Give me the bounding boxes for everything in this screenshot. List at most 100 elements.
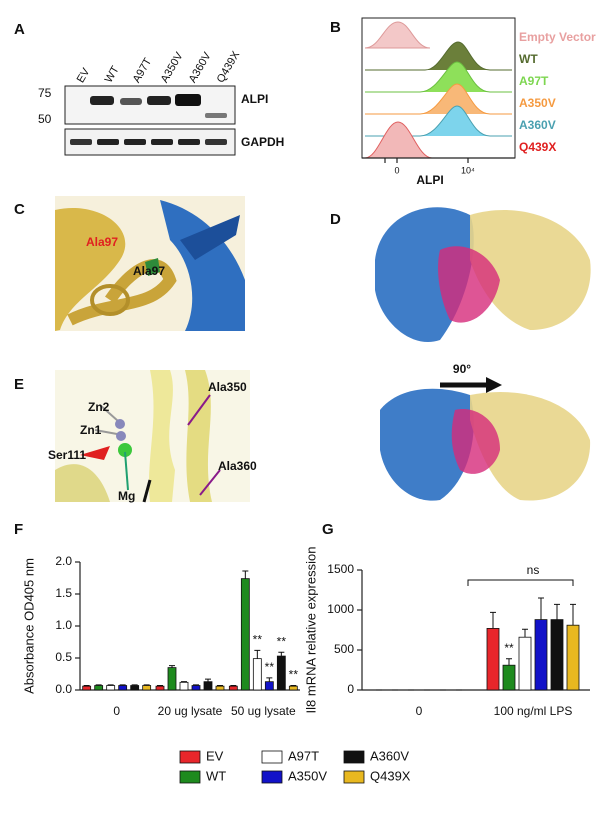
error-bar <box>169 665 175 668</box>
x-tick-label: 50 ug lysate <box>231 704 296 718</box>
panel-label: D <box>330 211 341 228</box>
residue-label: Ala97 <box>133 264 165 278</box>
site-label: Ala350 <box>208 380 247 394</box>
bar <box>179 681 189 691</box>
panel-label: C <box>14 201 25 218</box>
y-tick-label: 1500 <box>327 562 354 576</box>
y-axis-label: Il8 mRNA relative expression <box>303 547 318 714</box>
bar <box>550 619 564 691</box>
sample-label: Empty Vector <box>519 30 596 44</box>
error-bar <box>107 684 114 686</box>
bar <box>203 681 213 691</box>
lane-label: A350V <box>159 50 186 85</box>
x-tick-label: 20 ug lysate <box>158 704 223 718</box>
error-bar <box>254 649 261 659</box>
y-tick-label: 0.0 <box>55 682 72 696</box>
x-tick-label: 0 <box>416 704 423 718</box>
y-tick-label: 1.0 <box>55 618 72 632</box>
lane-label: A360V <box>187 50 214 85</box>
significance: ** <box>289 668 299 682</box>
structure-e <box>55 370 250 503</box>
error-bar <box>242 570 249 579</box>
legend-label: Q439X <box>370 768 411 783</box>
sample-label: WT <box>519 52 538 66</box>
error-bar <box>522 628 528 638</box>
bar <box>215 685 225 691</box>
error-bar <box>83 685 90 687</box>
bar <box>82 685 92 691</box>
significance: ns <box>527 563 540 577</box>
legend-label: EV <box>206 748 224 763</box>
lane-label: Q439X <box>215 49 243 85</box>
rotation-label: 90° <box>453 362 471 376</box>
error-bar <box>143 684 150 686</box>
error-bar <box>181 681 187 683</box>
structure-c <box>55 196 245 331</box>
error-bar <box>506 658 512 666</box>
significance: ** <box>277 634 287 648</box>
error-bar <box>290 685 297 687</box>
site-label: Ala360 <box>218 459 257 473</box>
bar-chart: 0 500 1000 1500 Il8 mRNA relative expression… <box>303 547 590 718</box>
structure-d <box>375 207 591 501</box>
blot-label: ALPI <box>241 92 268 106</box>
y-tick-label: 0 <box>347 682 354 696</box>
error-bar <box>95 684 102 686</box>
legend-swatch <box>343 750 365 764</box>
error-bar <box>230 685 237 687</box>
significance: ** <box>253 632 263 646</box>
western-blot <box>64 85 236 156</box>
error-bar <box>119 684 126 686</box>
bar <box>240 578 250 691</box>
site-label: Mg <box>118 489 135 503</box>
x-axis-label: ALPI <box>416 173 443 187</box>
error-bar <box>205 678 211 682</box>
bar <box>106 685 116 691</box>
panel-label: E <box>14 376 24 393</box>
bar <box>502 664 516 691</box>
error-bar <box>193 684 199 686</box>
mw-marker: 50 <box>38 112 52 126</box>
bar <box>252 658 262 691</box>
panel-label: F <box>14 521 23 538</box>
panel-label: B <box>330 19 341 36</box>
legend-swatch <box>261 750 283 764</box>
y-tick-label: 1000 <box>327 602 354 616</box>
y-tick-label: 2.0 <box>55 554 72 568</box>
x-tick-label: 10⁴ <box>461 165 475 175</box>
bar <box>534 619 548 691</box>
legend-swatch <box>261 770 283 784</box>
bracket <box>467 579 574 586</box>
y-tick-label: 1.5 <box>55 586 72 600</box>
error-bar <box>157 685 163 687</box>
site-label: Zn1 <box>80 423 102 437</box>
legend-swatch <box>343 770 365 784</box>
bar <box>118 685 128 691</box>
y-tick-label: 0.5 <box>55 650 72 664</box>
bar <box>518 636 532 691</box>
panel-label: G <box>322 521 334 538</box>
error-bar <box>554 603 560 620</box>
site-label: Ser111 <box>48 448 86 462</box>
sample-label: A360V <box>519 118 556 132</box>
bar <box>130 685 140 691</box>
error-bar <box>131 684 138 686</box>
bar <box>228 685 238 691</box>
x-tick-label: 0 <box>113 704 120 718</box>
error-bar <box>490 611 496 629</box>
blot-label: GAPDH <box>241 135 284 149</box>
error-bar <box>217 685 223 687</box>
y-tick-label: 500 <box>334 642 354 656</box>
bar <box>566 624 580 691</box>
bar-chart: 0.0 0.5 1.0 1.5 2.0 Absorbance OD405 nm 0 20 ug… <box>21 554 300 718</box>
bar <box>94 685 104 691</box>
panel-label: A <box>14 21 25 38</box>
legend-swatch <box>179 770 201 784</box>
lane-label: A97T <box>131 56 155 85</box>
error-bar <box>278 651 285 657</box>
x-tick-label: 0 <box>394 165 399 175</box>
bar <box>191 685 201 691</box>
bar <box>155 685 165 691</box>
error-bar <box>266 677 273 682</box>
